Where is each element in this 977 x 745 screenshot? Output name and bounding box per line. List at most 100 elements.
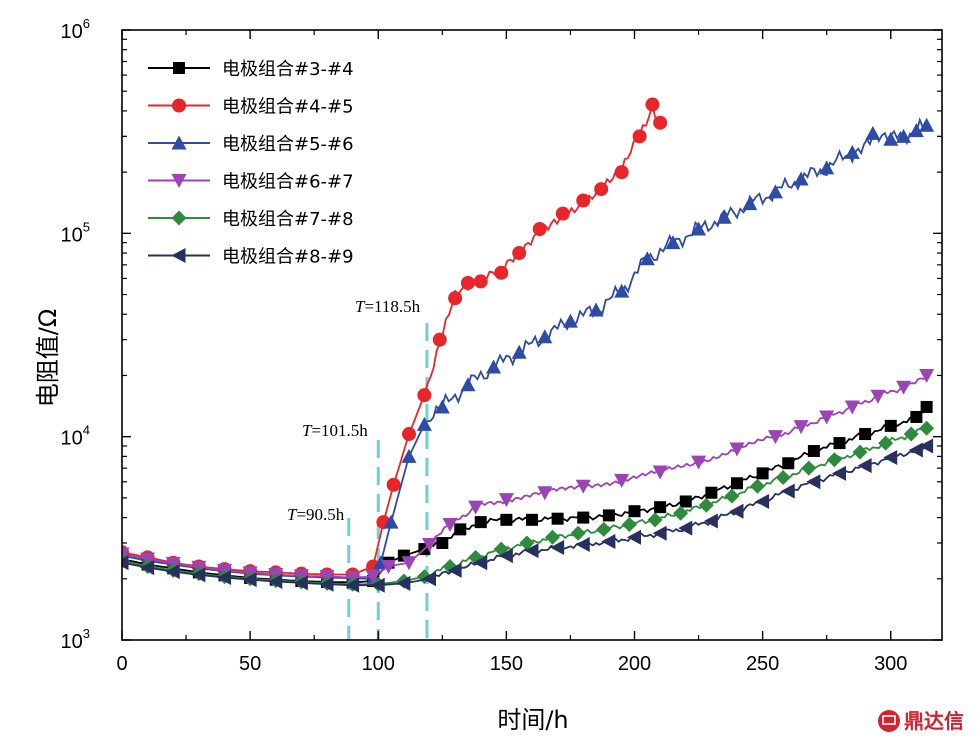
data-point xyxy=(614,283,630,298)
data-point xyxy=(345,577,360,593)
data-point xyxy=(555,206,570,221)
data-point xyxy=(731,477,743,490)
data-point xyxy=(537,486,553,501)
annotation-value: =101.5h xyxy=(311,421,368,440)
series-4 xyxy=(122,368,935,585)
data-point xyxy=(767,430,783,445)
data-point xyxy=(594,182,609,197)
data-point xyxy=(844,144,860,159)
data-point xyxy=(819,160,835,175)
data-point xyxy=(801,460,817,476)
data-point xyxy=(782,457,795,470)
x-tick-label: 250 xyxy=(746,653,779,675)
data-point xyxy=(919,438,934,454)
annotation-value: =118.5h xyxy=(364,297,420,316)
legend-label: 电极组合#3-#4 xyxy=(222,59,354,80)
legend-item: 电极组合#8-#9 xyxy=(148,247,354,268)
data-point xyxy=(729,442,745,457)
y-axis-title: 电阻值/Ω xyxy=(34,309,62,407)
data-point xyxy=(562,313,578,328)
y-tick-label: 106 xyxy=(61,16,90,43)
data-point xyxy=(537,329,553,344)
data-point xyxy=(122,555,129,571)
data-point xyxy=(844,400,860,415)
data-point xyxy=(724,488,740,504)
y-tick-base: 10 xyxy=(61,21,83,43)
data-point xyxy=(627,529,641,545)
data-point xyxy=(833,437,846,450)
data-point xyxy=(512,246,527,261)
x-tick-label: 100 xyxy=(362,653,395,675)
data-point xyxy=(140,560,155,576)
data-point xyxy=(588,302,604,317)
legend-label: 电极组合#6-#7 xyxy=(222,172,354,193)
data-point xyxy=(293,575,308,591)
data-point xyxy=(665,235,681,250)
data-point xyxy=(883,449,898,465)
data-point xyxy=(460,377,476,392)
data-point xyxy=(865,125,881,140)
data-point xyxy=(756,467,769,480)
data-point xyxy=(500,513,513,526)
data-point xyxy=(577,511,590,524)
x-axis-title: 时间/h xyxy=(497,706,568,734)
data-point xyxy=(793,171,809,186)
data-point xyxy=(878,435,894,451)
x-tick-label: 300 xyxy=(874,653,907,675)
data-point xyxy=(716,209,732,224)
data-point xyxy=(614,473,630,488)
data-point xyxy=(575,536,590,552)
annotation-value: =90.5h xyxy=(296,505,344,524)
legend-marker xyxy=(171,210,187,226)
data-point xyxy=(870,389,886,404)
legend-marker xyxy=(171,248,186,263)
data-point xyxy=(652,525,667,541)
annotation-labels: T=90.5hT=101.5hT=118.5h xyxy=(287,297,421,524)
data-point xyxy=(447,562,462,578)
data-point xyxy=(826,452,842,468)
annotation-label: T=118.5h xyxy=(355,297,421,316)
data-point xyxy=(919,368,935,383)
y-tick-base: 10 xyxy=(61,428,83,450)
x-tick-label: 200 xyxy=(618,653,651,675)
legend-item: 电极组合#6-#7 xyxy=(148,172,354,193)
data-point xyxy=(653,115,668,130)
data-point xyxy=(852,444,868,460)
data-point xyxy=(165,564,180,580)
legend-item: 电极组合#4-#5 xyxy=(148,97,354,118)
data-point xyxy=(703,513,718,529)
data-point xyxy=(698,497,714,513)
data-point xyxy=(639,251,655,266)
y-tick-base: 10 xyxy=(61,631,83,653)
annotation-symbol: T xyxy=(355,297,366,316)
data-point xyxy=(628,505,641,518)
legend-item: 电极组合#7-#8 xyxy=(148,209,354,230)
data-point xyxy=(920,400,933,413)
data-point xyxy=(750,478,765,494)
data-point xyxy=(494,265,509,280)
data-point xyxy=(647,512,663,528)
data-point xyxy=(402,427,416,442)
data-point xyxy=(498,548,513,564)
legend-label: 电极组合#8-#9 xyxy=(222,247,354,268)
y-tick-base: 10 xyxy=(61,224,83,246)
data-point xyxy=(775,469,791,485)
y-tick-exponent: 4 xyxy=(83,423,90,438)
data-point xyxy=(596,521,612,537)
annotation-symbol: T xyxy=(302,421,313,440)
data-point xyxy=(268,573,283,589)
data-point xyxy=(673,505,689,521)
data-point xyxy=(416,416,432,431)
data-point xyxy=(519,535,535,551)
data-point xyxy=(550,540,565,556)
data-point xyxy=(632,129,647,144)
data-point xyxy=(614,165,629,180)
data-point xyxy=(422,537,437,552)
plot-frame xyxy=(121,29,943,641)
data-point xyxy=(460,275,475,290)
data-point xyxy=(468,500,484,515)
data-point xyxy=(524,543,539,559)
data-point xyxy=(755,493,770,509)
data-point xyxy=(526,513,538,526)
